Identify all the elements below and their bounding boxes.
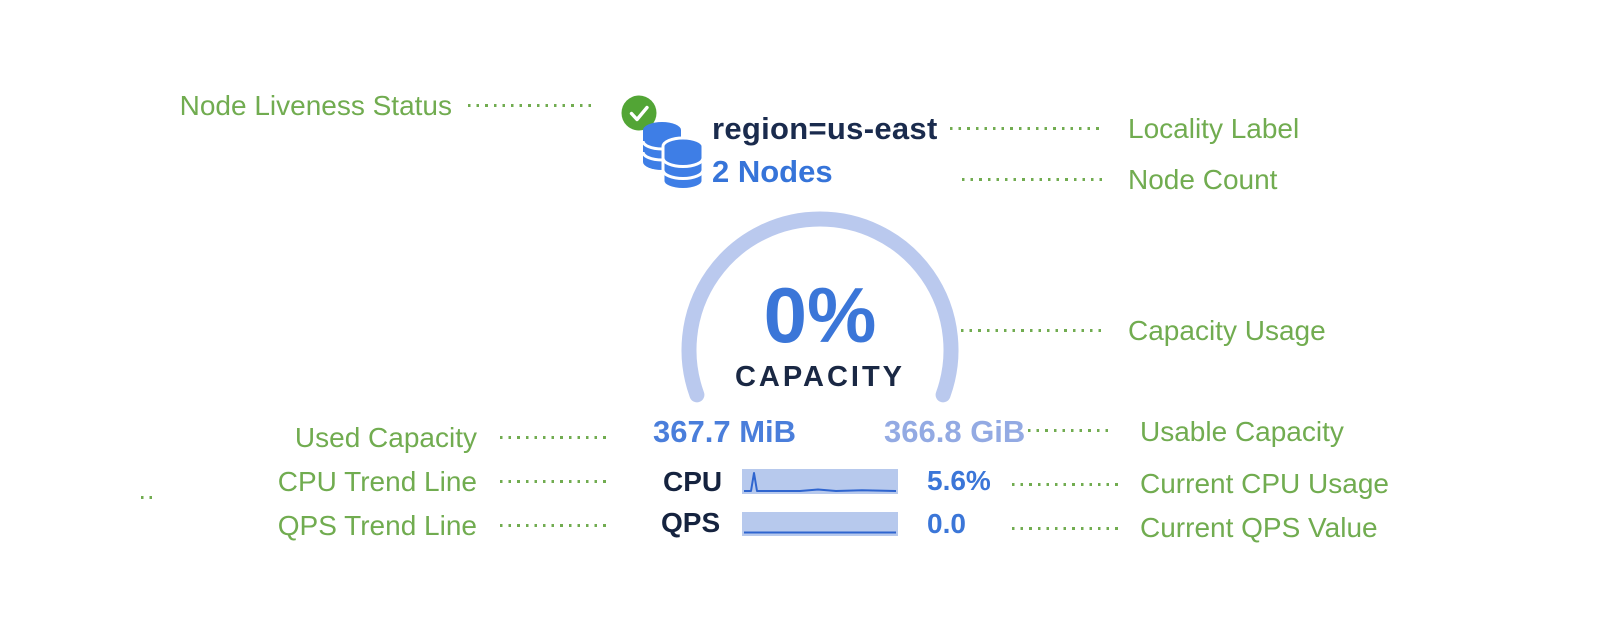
leader-line-node-count	[962, 178, 1102, 181]
leader-line-cpu-trend	[500, 480, 606, 483]
annotation-current-cpu-usage: Current CPU Usage	[1140, 468, 1389, 499]
capacity-usage-percent: 0%	[763, 271, 877, 359]
current-cpu-usage-value: 5.6%	[927, 465, 991, 496]
leader-line-capacity-usage	[961, 329, 1104, 332]
node-liveness-check-icon	[620, 94, 658, 132]
annotation-cpu-trend-line: CPU Trend Line	[277, 466, 477, 497]
annotation-node-liveness-status: Node Liveness Status	[179, 90, 452, 121]
qps-trend-sparkline	[742, 512, 898, 536]
locality-label: region=us-east	[712, 111, 938, 146]
node-count-label: 2 Nodes	[712, 154, 833, 189]
cpu-metric-label: CPU	[663, 466, 723, 497]
annotation-node-count: Node Count	[1128, 164, 1278, 195]
leader-line-current-qps	[1012, 527, 1122, 530]
usable-capacity-value: 366.8 GiB	[884, 414, 1026, 449]
used-capacity-value: 367.7 MiB	[653, 414, 797, 449]
cpu-trend-sparkline	[742, 469, 898, 494]
annotation-capacity-usage: Capacity Usage	[1128, 315, 1326, 346]
database-stack-icon	[641, 120, 706, 192]
stray-mark	[141, 496, 152, 499]
leader-line-used-capacity	[500, 436, 606, 439]
leader-line-current-cpu	[1012, 483, 1118, 486]
annotation-locality-label: Locality Label	[1128, 113, 1300, 144]
qps-metric-label: QPS	[661, 507, 721, 538]
annotation-usable-capacity: Usable Capacity	[1140, 416, 1344, 447]
annotation-current-qps-value: Current QPS Value	[1140, 512, 1378, 543]
capacity-caption: CAPACITY	[734, 361, 906, 393]
capacity-gauge-arc	[670, 204, 970, 416]
leader-line-qps-trend	[500, 524, 606, 527]
leader-line-usable-capacity	[1028, 429, 1108, 432]
current-qps-value: 0.0	[927, 508, 966, 539]
annotation-qps-trend-line: QPS Trend Line	[277, 510, 477, 541]
leader-line-node-liveness	[468, 104, 592, 107]
leader-line-locality	[950, 127, 1102, 130]
annotation-used-capacity: Used Capacity	[294, 422, 477, 453]
